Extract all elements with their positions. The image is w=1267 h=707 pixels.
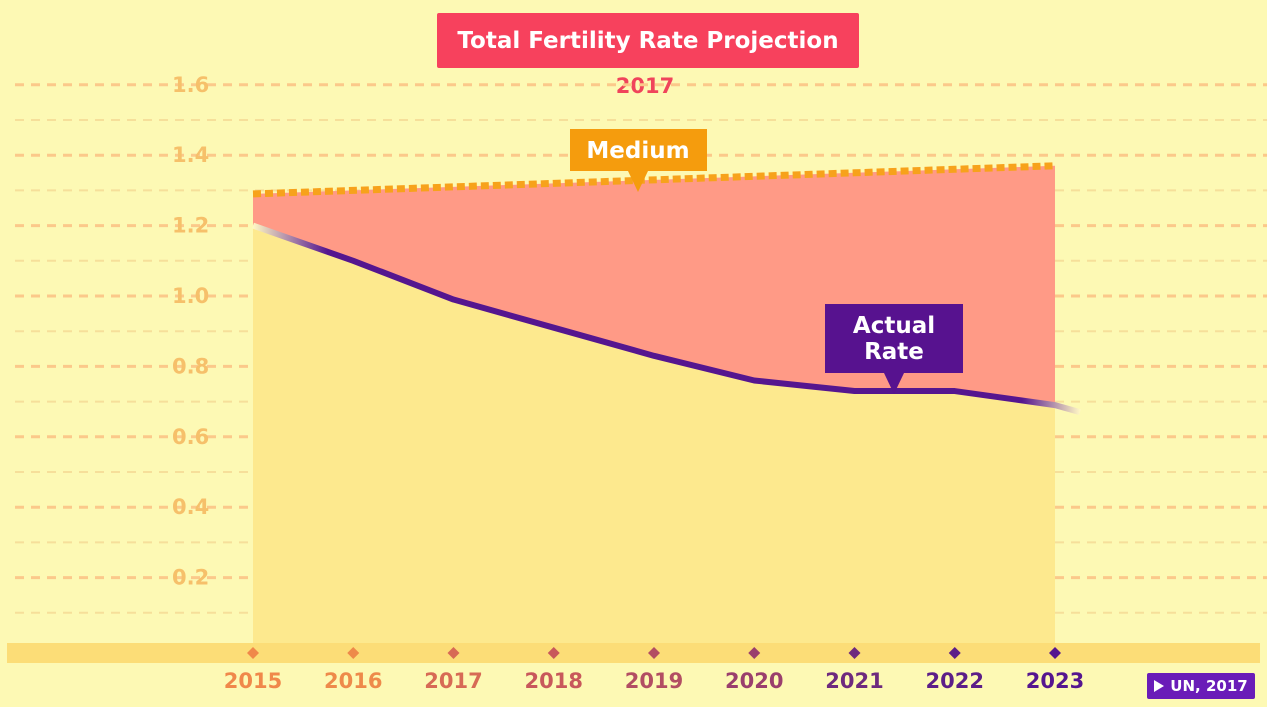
x-tick-label: 2015 — [224, 669, 282, 693]
actual-rate-label-line1: Actual — [853, 313, 935, 339]
source-label: UN, 2017 — [1170, 677, 1248, 695]
source-badge[interactable]: UN, 2017 — [1147, 673, 1255, 699]
x-tick-marker — [1049, 647, 1061, 659]
y-tick-label: 1.2 — [172, 214, 209, 238]
x-tick-label: 2022 — [926, 669, 984, 693]
y-tick-label: 1.4 — [172, 143, 209, 167]
series-lines — [252, 162, 1081, 416]
y-axis-ticks: 0.2 0.4 0.6 0.8 1.0 1.2 1.4 1.6 — [172, 73, 209, 590]
x-tick-label: 2023 — [1026, 669, 1084, 693]
medium-callout: Medium — [570, 129, 707, 192]
medium-line — [252, 162, 1056, 198]
y-tick-label: 0.8 — [172, 354, 209, 378]
x-tick-marker — [948, 647, 961, 659]
y-tick-label: 1.0 — [172, 284, 209, 308]
x-tick-marker — [247, 647, 259, 659]
x-tick-label: 2016 — [324, 669, 382, 693]
medium-label: Medium — [586, 138, 689, 164]
x-tick-label: 2018 — [525, 669, 583, 693]
y-tick-label: 1.6 — [172, 73, 209, 97]
x-tick-marker — [648, 647, 660, 659]
x-tick-label: 2020 — [725, 669, 783, 693]
x-tick-marker — [447, 647, 460, 659]
actual-rate-line — [252, 222, 1081, 416]
x-tick-marker — [347, 647, 360, 659]
x-axis-band — [7, 643, 1260, 663]
x-axis-ticks: 2015 2016 2017 2018 2019 2020 2021 2022 2023 — [224, 647, 1084, 693]
x-tick-label: 2019 — [625, 669, 683, 693]
play-icon — [1154, 680, 1165, 692]
y-tick-label: 0.4 — [172, 495, 209, 519]
x-tick-label: 2021 — [825, 669, 883, 693]
x-tick-marker — [547, 647, 560, 659]
x-tick-marker — [848, 647, 861, 659]
chart-title: Total Fertility Rate Projection — [437, 13, 859, 68]
under-actual-area — [253, 225, 1055, 643]
y-tick-label: 0.2 — [172, 566, 209, 590]
actual-rate-label-line2: Rate — [864, 339, 924, 365]
actual-rate-callout: Actual Rate — [825, 304, 963, 394]
area-layer — [253, 165, 1055, 643]
x-tick-marker — [748, 647, 761, 659]
x-tick-label: 2017 — [424, 669, 482, 693]
y-tick-label: 0.6 — [172, 425, 209, 449]
